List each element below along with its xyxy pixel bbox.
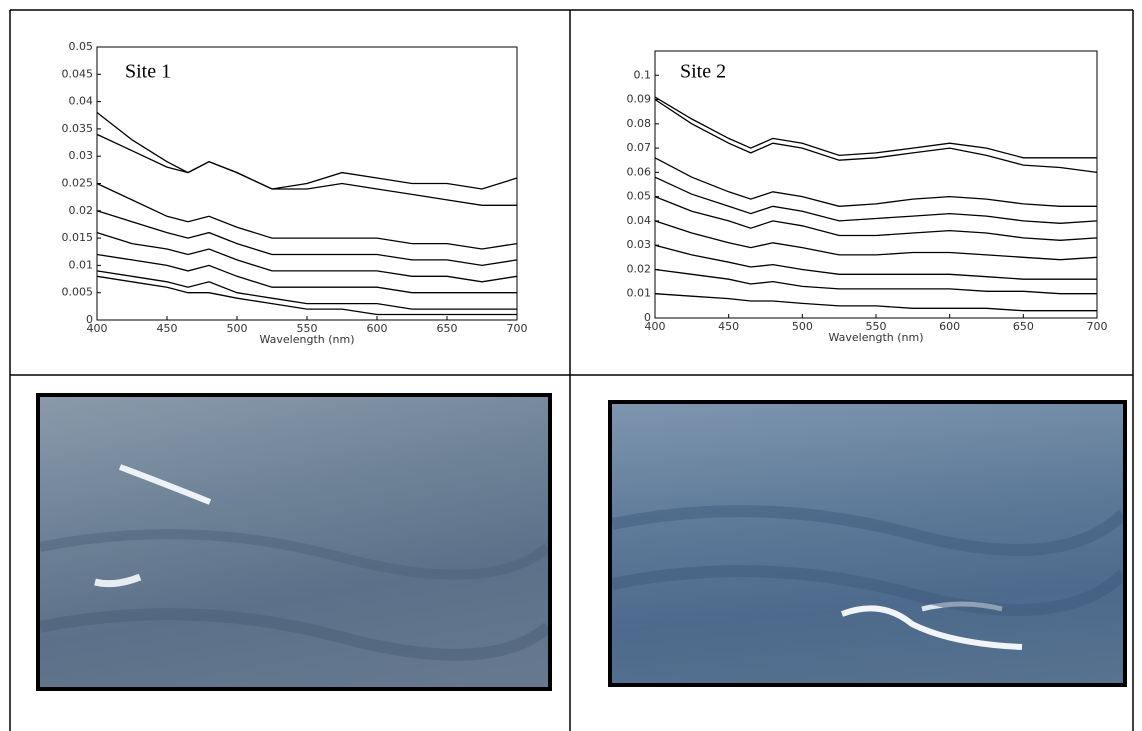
x-axis-label: Wavelength (nm)	[828, 331, 923, 344]
x-tick-label: 600	[367, 322, 388, 335]
page: 00.0050.010.0150.020.0250.030.0350.040.0…	[0, 0, 1142, 731]
y-tick-label: 0.03	[627, 238, 652, 251]
x-tick-label: 650	[1013, 320, 1034, 333]
x-tick-label: 400	[645, 320, 666, 333]
y-tick-label: 0.035	[62, 122, 94, 135]
spectrum-line	[97, 113, 517, 190]
spectrum-line	[655, 177, 1097, 223]
y-tick-label: 0.03	[69, 149, 94, 162]
spectrum-line	[97, 271, 517, 309]
spectrum-line	[97, 255, 517, 293]
x-tick-label: 500	[792, 320, 813, 333]
y-tick-label: 0.05	[627, 190, 652, 203]
panel-label: Site 1	[125, 61, 171, 83]
spectrum-line	[97, 233, 517, 282]
spectrum-line	[655, 97, 1097, 158]
spectrum-line	[97, 184, 517, 250]
y-tick-label: 0.02	[69, 204, 94, 217]
sea-photo	[36, 393, 552, 691]
y-tick-label: 0.07	[627, 141, 652, 154]
spectrum-line	[97, 134, 517, 205]
x-tick-label: 500	[227, 322, 248, 335]
y-tick-label: 0.09	[627, 93, 652, 106]
x-tick-label: 600	[939, 320, 960, 333]
y-tick-label: 0.025	[62, 177, 94, 190]
y-tick-label: 0.08	[627, 117, 652, 130]
y-tick-label: 0.01	[627, 287, 652, 300]
spectrum-line	[655, 100, 1097, 173]
y-tick-label: 0.06	[627, 165, 652, 178]
spectrum-line	[655, 294, 1097, 311]
wave	[40, 534, 548, 575]
spectrum-line	[655, 221, 1097, 260]
y-tick-label: 0.04	[69, 95, 94, 108]
wave-crest	[95, 577, 140, 584]
y-tick-label: 0.01	[69, 258, 94, 271]
y-tick-label: 0.015	[62, 231, 94, 244]
x-tick-label: 450	[718, 320, 739, 333]
wave-crest	[120, 467, 210, 502]
x-tick-label: 700	[1087, 320, 1108, 333]
spectrum-line	[655, 245, 1097, 279]
wave	[612, 571, 1123, 610]
x-tick-label: 700	[507, 322, 528, 335]
spectrum-line	[655, 270, 1097, 294]
y-tick-label: 0.005	[62, 286, 94, 299]
wave	[40, 614, 548, 655]
panel-label: Site 2	[680, 61, 726, 83]
x-tick-label: 450	[157, 322, 178, 335]
y-tick-label: 0.045	[62, 67, 94, 80]
wave	[612, 511, 1123, 550]
sea-photo	[608, 400, 1127, 687]
y-tick-label: 0.1	[634, 68, 652, 81]
photo-texture	[612, 404, 1123, 683]
y-tick-label: 0.02	[627, 262, 652, 275]
x-tick-label: 400	[87, 322, 108, 335]
x-tick-label: 650	[437, 322, 458, 335]
photo-texture	[40, 397, 548, 687]
y-tick-label: 0.05	[69, 40, 94, 53]
y-tick-label: 0.04	[627, 214, 652, 227]
x-axis-label: Wavelength (nm)	[259, 333, 354, 346]
